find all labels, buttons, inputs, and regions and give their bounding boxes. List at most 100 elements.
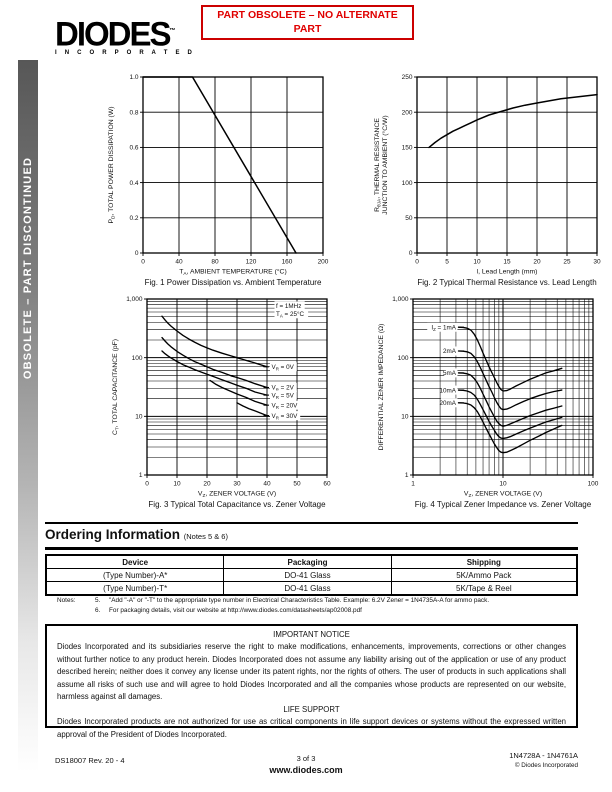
svg-text:IZ = 1mA: IZ = 1mA xyxy=(431,324,456,332)
svg-text:5: 5 xyxy=(445,259,449,266)
packaging-details-link[interactable]: For packaging details, visit our website… xyxy=(109,607,362,615)
svg-text:250: 250 xyxy=(402,74,413,81)
svg-text:100: 100 xyxy=(588,481,599,488)
svg-text:VZ, ZENER VOLTAGE (V): VZ, ZENER VOLTAGE (V) xyxy=(198,491,276,500)
svg-text:15: 15 xyxy=(503,259,511,266)
doc-revision: DS18007 Rev. 20 - 4 xyxy=(55,756,125,765)
svg-text:PD, TOTAL POWER DISSIPATION (W: PD, TOTAL POWER DISSIPATION (W) xyxy=(108,107,117,224)
col-header-shipping: Shipping xyxy=(390,554,578,569)
svg-text:VR = 2V: VR = 2V xyxy=(272,385,295,393)
sidebar-vertical-label: OBSOLETE – PART DISCONTINUED xyxy=(22,156,34,379)
important-notice-body: Diodes Incorporated and its subsidiaries… xyxy=(57,642,566,702)
svg-text:1: 1 xyxy=(405,472,409,479)
svg-text:10mA: 10mA xyxy=(439,387,456,394)
footer-center: 3 of 3 www.diodes.com xyxy=(0,754,612,775)
svg-text:10: 10 xyxy=(499,481,507,488)
diodes-logo: DIODES™ I N C O R P O R A T E D xyxy=(55,13,196,56)
svg-text:20mA: 20mA xyxy=(439,400,456,407)
trademark-symbol: ™ xyxy=(169,28,176,35)
logo-wordmark: DIODES™ xyxy=(55,13,176,53)
svg-text:0: 0 xyxy=(141,259,145,266)
svg-text:l, Lead Length (mm): l, Lead Length (mm) xyxy=(477,269,538,276)
life-support-body: Diodes Incorporated products are not aut… xyxy=(57,717,566,739)
svg-text:30: 30 xyxy=(593,259,601,266)
figure-2-caption: Fig. 2 Typical Thermal Resistance vs. Le… xyxy=(417,278,597,287)
svg-text:10: 10 xyxy=(401,414,409,421)
svg-text:2mA: 2mA xyxy=(443,348,457,355)
important-notice-box: IMPORTANT NOTICE Diodes Incorporated and… xyxy=(45,624,578,739)
svg-text:f = 1MHz: f = 1MHz xyxy=(276,303,301,310)
ordering-table-header-row: Device Packaging Shipping xyxy=(45,554,578,569)
svg-text:160: 160 xyxy=(282,259,293,266)
cell-packaging-t: DO-41 Glass xyxy=(223,581,392,596)
notes-label: Notes: xyxy=(57,597,76,604)
important-notice-title: IMPORTANT NOTICE xyxy=(273,630,350,639)
obsolete-notice-box: PART OBSOLETE – NO ALTERNATE PART xyxy=(201,5,414,40)
life-support-title: LIFE SUPPORT xyxy=(283,704,340,714)
obsolete-notice-line2: PART xyxy=(293,22,322,35)
ordering-title: Ordering Information (Notes 5 & 6) xyxy=(45,527,228,542)
figure-1-power-dissipation: 0 40 80 120 160 200 0 0.2 0.4 0.6 0.8 1.0 TA, AMBIEN… xyxy=(85,70,335,287)
svg-text:1.0: 1.0 xyxy=(129,74,138,81)
svg-text:10: 10 xyxy=(135,414,143,421)
website-link[interactable]: www.diodes.com xyxy=(269,765,343,775)
svg-text:20: 20 xyxy=(203,481,211,488)
svg-text:25: 25 xyxy=(563,259,571,266)
svg-text:100: 100 xyxy=(132,355,143,362)
svg-text:0.2: 0.2 xyxy=(129,215,138,222)
svg-text:RθJA, THERMAL RESISTANCE: RθJA, THERMAL RESISTANCE xyxy=(374,118,383,212)
page-number: 3 of 3 xyxy=(296,754,316,763)
svg-text:80: 80 xyxy=(211,259,219,266)
svg-text:0.4: 0.4 xyxy=(129,180,138,187)
figure-3-total-capacitance: 0 10 20 30 40 50 60 1 10 100 1,000 VR = 0V VR = 2V VR… xyxy=(85,292,335,509)
svg-text:150: 150 xyxy=(402,145,413,152)
note-6: 6. For packaging details, visit our webs… xyxy=(95,606,489,616)
svg-text:1,000: 1,000 xyxy=(126,296,143,303)
svg-text:0: 0 xyxy=(135,250,139,257)
table-row: (Type Number)-A* DO-41 Glass 5K/Ammo Pac… xyxy=(45,568,578,582)
svg-text:100: 100 xyxy=(398,355,409,362)
svg-text:100: 100 xyxy=(402,180,413,187)
svg-text:VR = 20V: VR = 20V xyxy=(272,402,299,410)
svg-text:40: 40 xyxy=(175,259,183,266)
svg-text:10: 10 xyxy=(173,481,181,488)
svg-text:0: 0 xyxy=(415,259,419,266)
svg-text:VR = 0V: VR = 0V xyxy=(272,364,295,372)
svg-text:1,000: 1,000 xyxy=(392,296,409,303)
svg-text:0: 0 xyxy=(145,481,149,488)
svg-text:10: 10 xyxy=(473,259,481,266)
figure-4-chart: 1 10 100 1 10 100 1,000 IZ = 1mA 2mA 5mA 10mA 20mA V… xyxy=(378,296,599,500)
figure-4-zener-impedance: 1 10 100 1 10 100 1,000 IZ = 1mA 2mA 5mA 10mA 20mA V… xyxy=(373,292,612,509)
figure-2-chart: 0 5 10 15 20 25 30 0 50 100 150 200 250 l, Lead Lengt… xyxy=(374,74,601,276)
svg-text:VZ, ZENER VOLTAGE (V): VZ, ZENER VOLTAGE (V) xyxy=(464,491,542,500)
col-header-device: Device xyxy=(45,554,225,569)
cell-shipping-t: 5K/Tape & Reel xyxy=(390,581,578,596)
svg-text:30: 30 xyxy=(233,481,241,488)
ordering-top-rule xyxy=(45,522,578,524)
footer-right: 1N4728A - 1N4761A © Diodes Incorporated xyxy=(509,751,578,769)
svg-text:CT, TOTAL CAPACITANCE (pF): CT, TOTAL CAPACITANCE (pF) xyxy=(112,339,121,435)
figure-4-caption: Fig. 4 Typical Zener Impedance vs. Zener… xyxy=(414,500,592,509)
cell-device-t: (Type Number)-T* xyxy=(45,581,225,596)
svg-text:DIFFERENTIAL ZENER IMPEDANCE (: DIFFERENTIAL ZENER IMPEDANCE (Ω) xyxy=(378,324,385,451)
svg-text:40: 40 xyxy=(263,481,271,488)
svg-text:1: 1 xyxy=(411,481,415,488)
note-5: 5. "Add "-A" or "-T" to the appropriate … xyxy=(95,597,490,604)
sidebar-gradient-bar xyxy=(18,60,38,772)
svg-text:0.8: 0.8 xyxy=(129,109,138,116)
svg-text:200: 200 xyxy=(318,259,329,266)
svg-text:TA, AMBIENT TEMPERATURE (°C): TA, AMBIENT TEMPERATURE (°C) xyxy=(179,268,286,278)
cell-shipping-a: 5K/Ammo Pack xyxy=(390,568,578,582)
ordering-notes: Notes: 5. "Add "-A" or "-T" to the appro… xyxy=(57,596,489,617)
ordering-bottom-rule xyxy=(45,547,578,550)
svg-text:VR = 5V: VR = 5V xyxy=(272,392,295,400)
table-row: (Type Number)-T* DO-41 Glass 5K/Tape & R… xyxy=(45,581,578,596)
logo-incorporated: I N C O R P O R A T E D xyxy=(55,49,196,56)
svg-text:0: 0 xyxy=(409,250,413,257)
svg-text:20: 20 xyxy=(533,259,541,266)
svg-text:TA = 25°C: TA = 25°C xyxy=(276,310,305,319)
cell-device-a: (Type Number)-A* xyxy=(45,568,225,582)
figure-3-caption: Fig. 3 Typical Total Capacitance vs. Zen… xyxy=(148,500,326,509)
